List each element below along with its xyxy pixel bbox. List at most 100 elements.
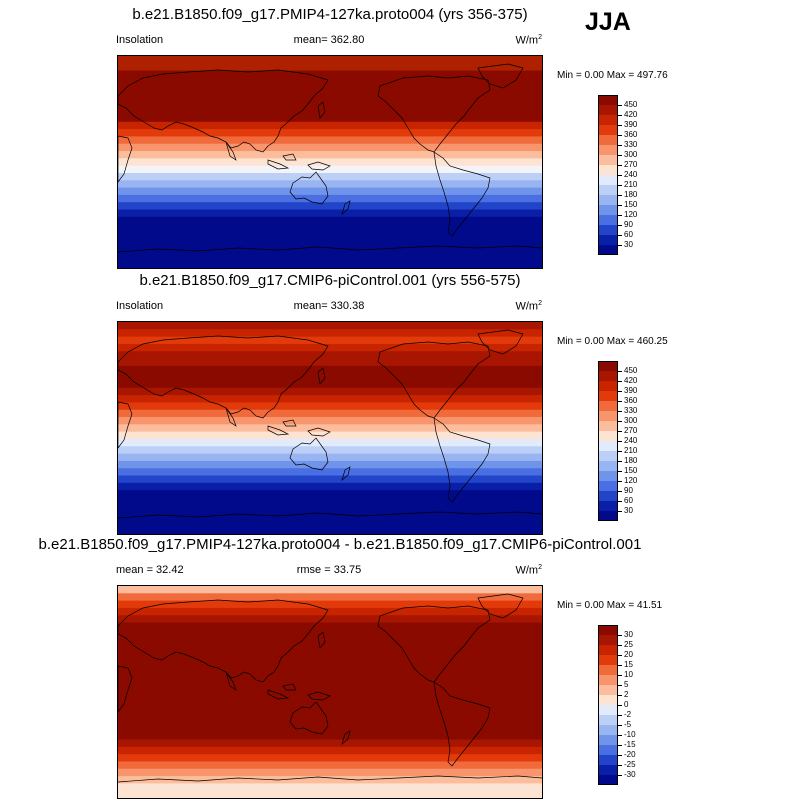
colorbar-tick-label: 150 — [624, 466, 638, 475]
latitude-band — [118, 238, 542, 247]
colorbar-swatch — [598, 175, 618, 185]
coastline-path — [118, 599, 329, 683]
colorbar-swatch — [598, 215, 618, 225]
coastline-path — [377, 605, 491, 683]
colorbar-tick-label: 120 — [624, 210, 638, 219]
colorbar-tick-label: -25 — [624, 760, 636, 769]
latitude-band — [118, 768, 542, 777]
latitude-band — [118, 629, 542, 638]
map-plot — [117, 55, 543, 269]
latitude-band — [118, 417, 542, 425]
colorbar: 30 25 20 15 10 5 2 0 -2 -5 -10 -15 -20 -25 -30 — [598, 625, 636, 785]
colorbar-tick-mark — [618, 411, 622, 412]
colorbar-swatch — [598, 461, 618, 471]
latitude-band — [118, 651, 542, 660]
latitude-band — [118, 424, 542, 433]
latitude-band — [118, 329, 542, 338]
coastline-path — [289, 437, 329, 471]
colorbar-tick-mark — [618, 225, 622, 226]
latitude-band — [118, 702, 542, 711]
colorbar-tick-mark — [618, 665, 622, 666]
coastline-path — [433, 151, 491, 237]
colorbar-swatch — [598, 481, 618, 491]
colorbar-frame — [598, 95, 618, 255]
coastline-path — [317, 367, 326, 385]
map-plot — [117, 585, 543, 799]
colorbar-swatch — [598, 235, 618, 245]
latitude-band — [118, 92, 542, 101]
colorbar-swatch — [598, 675, 618, 685]
colorbar-swatch — [598, 725, 618, 735]
map-svg — [118, 586, 542, 798]
colorbar-tick-label: 30 — [624, 506, 633, 515]
latitude-band — [118, 209, 542, 218]
latitude-band — [118, 586, 542, 594]
colorbar-tick-label: 60 — [624, 496, 633, 505]
min-max-label: Min = 0.00 Max = 497.76 — [557, 70, 668, 81]
colorbar-swatch — [598, 381, 618, 391]
colorbar-swatch — [598, 135, 618, 145]
colorbar-tick-mark — [618, 685, 622, 686]
colorbar-swatch — [598, 371, 618, 381]
panel-title: b.e21.B1850.f09_g17.PMIP4-127ka.proto004… — [38, 536, 642, 553]
colorbar-tick-mark — [618, 471, 622, 472]
coastline-path — [433, 417, 491, 503]
latitude-band — [118, 637, 542, 646]
latitude-band — [118, 754, 542, 763]
colorbar-swatch — [598, 361, 618, 371]
latitude-band — [118, 260, 542, 268]
latitude-band — [118, 644, 542, 653]
latitude-band — [118, 460, 542, 469]
latitude-band — [118, 387, 542, 396]
latitude-band — [118, 187, 542, 196]
latitude-band — [118, 85, 542, 94]
latitude-band — [118, 165, 542, 174]
colorbar-tick-label: 300 — [624, 150, 638, 159]
latitude-band — [118, 380, 542, 389]
colorbar-tick-mark — [618, 215, 622, 216]
colorbar-tick-mark — [618, 381, 622, 382]
latitude-band — [118, 202, 542, 211]
colorbar-tick-mark — [618, 655, 622, 656]
latitude-band — [118, 468, 542, 477]
colorbar-tick-mark — [618, 401, 622, 402]
latitude-band — [118, 129, 542, 138]
coastline-path — [118, 335, 329, 419]
latitude-band — [118, 143, 542, 152]
latitude-band — [118, 761, 542, 770]
mean-label: mean = 32.42 — [116, 564, 184, 576]
panel-pmip4-insolation: b.e21.B1850.f09_g17.PMIP4-127ka.proto004… — [0, 6, 800, 276]
latitude-band — [118, 431, 542, 440]
min-max-label: Min = 0.00 Max = 460.25 — [557, 336, 668, 347]
colorbar-tick-label: 5 — [624, 680, 629, 689]
panel-title: b.e21.B1850.f09_g17.CMIP6-piControl.001 … — [139, 272, 521, 289]
latitude-band — [118, 63, 542, 72]
latitude-band — [118, 739, 542, 748]
coastline-path — [289, 701, 329, 735]
latitude-band — [118, 526, 542, 534]
latitude-band — [118, 365, 542, 374]
colorbar-tick-label: 20 — [624, 650, 633, 659]
colorbar-tick-label: 330 — [624, 140, 638, 149]
colorbar-swatch — [598, 705, 618, 715]
colorbar-swatch — [598, 765, 618, 775]
latitude-band — [118, 497, 542, 506]
colorbar-tick-label: 360 — [624, 396, 638, 405]
colorbar-swatch — [598, 421, 618, 431]
map-svg — [118, 322, 542, 534]
colorbar-tick-mark — [618, 155, 622, 156]
latitude-band — [118, 622, 542, 631]
colorbar-frame — [598, 625, 618, 785]
colorbar-tick-label: 15 — [624, 660, 633, 669]
latitude-band — [118, 475, 542, 484]
colorbar-tick-mark — [618, 441, 622, 442]
colorbar-tick-mark — [618, 145, 622, 146]
latitude-band — [118, 453, 542, 462]
latitude-band — [118, 695, 542, 704]
colorbar-tick-mark — [618, 235, 622, 236]
colorbar-tick-mark — [618, 245, 622, 246]
map-svg — [118, 56, 542, 268]
unit-label: W/m2 — [515, 300, 542, 313]
latitude-band — [118, 158, 542, 167]
coastline-path — [307, 427, 331, 437]
